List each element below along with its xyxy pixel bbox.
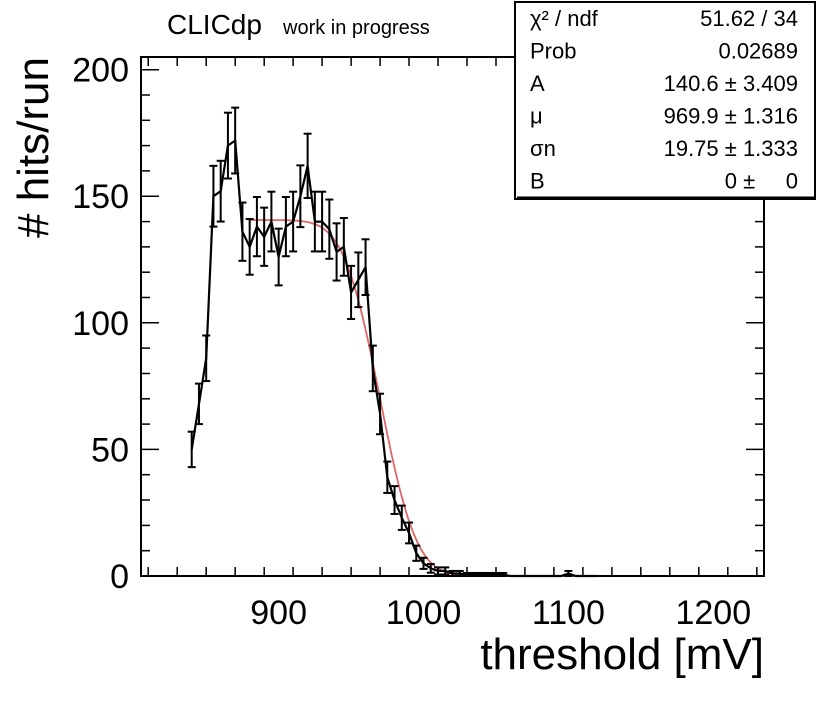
stats-label: B [530,169,545,194]
stats-label: A [530,71,545,96]
stats-value: 0 ± 0 [725,169,798,194]
stats-box-frame [514,1,816,200]
y-tick-label: 150 [72,178,129,216]
x-tick-label: 1000 [386,594,462,632]
stats-label: σn [530,136,556,161]
data-line [190,139,598,578]
stats-rows: χ² / ndf 51.62 / 34 Prob 0.02689 A 140.6 ± 3.… [530,6,798,194]
x-tick-labels: 900 1000 1100 1200 [250,594,751,632]
status-label: work in progress [282,17,430,39]
stats-value: 51.62 / 34 [700,6,798,31]
stats-value: 140.6 ± 3.409 [664,71,798,96]
stats-label: Prob [530,39,576,64]
experiment-label: CLICdp [167,9,262,40]
x-tick-label: 1100 [532,594,605,632]
stats-value: 19.75 ± 1.333 [664,136,798,161]
y-tick-labels: 0 50 100 150 200 [72,52,129,596]
x-tick-label: 1200 [675,594,751,632]
y-tick-label: 100 [72,305,129,343]
stats-label: χ² / ndf [530,6,599,31]
y-tick-label: 200 [72,52,129,90]
y-tick-label: 50 [91,431,129,469]
fit-curve [249,219,591,577]
y-axis-title: # hits/run [9,57,58,238]
fit-stats-box: χ² / ndf 51.62 / 34 Prob 0.02689 A 140.6 ± 3.… [514,1,816,200]
x-tick-label: 900 [250,594,307,632]
stats-value: 0.02689 [718,39,798,64]
x-axis-title: threshold [mV] [480,630,764,679]
stats-label: μ [530,104,543,129]
y-tick-label: 0 [110,558,129,596]
stats-value: 969.9 ± 1.316 [664,104,798,129]
